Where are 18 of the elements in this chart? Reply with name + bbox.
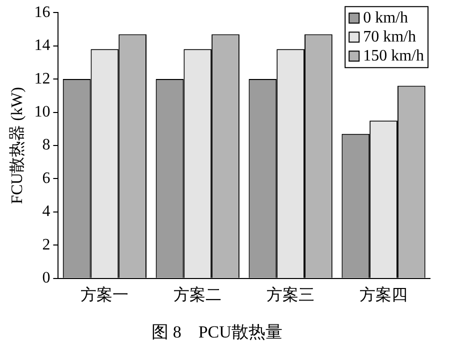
text: 图 8 PCU散热量 (152, 322, 282, 342)
y-tick-label: 12 (34, 70, 50, 88)
y-tick-label: 2 (42, 236, 50, 254)
y-tick-label: 8 (42, 136, 50, 154)
y-tick-label: 0 (42, 270, 50, 287)
y-tick-label: 16 (34, 4, 50, 21)
x-tick-label: 方案四 (360, 286, 408, 304)
y-tick-label: 6 (42, 170, 50, 187)
legend-label: 70 km/h (363, 28, 416, 46)
x-tick-label: 方案二 (174, 286, 222, 304)
y-tick-label: 14 (34, 37, 50, 54)
x-tick-label: 方案三 (266, 286, 315, 304)
y-tick-label: 4 (42, 203, 50, 220)
y-axis-title: FCU散热器 (kW) (8, 87, 26, 204)
legend-label: 0 km/h (363, 9, 408, 26)
legend-label: 150 km/h (363, 47, 424, 64)
x-tick-label: 方案一 (80, 286, 129, 304)
y-tick-label: 10 (34, 103, 50, 120)
